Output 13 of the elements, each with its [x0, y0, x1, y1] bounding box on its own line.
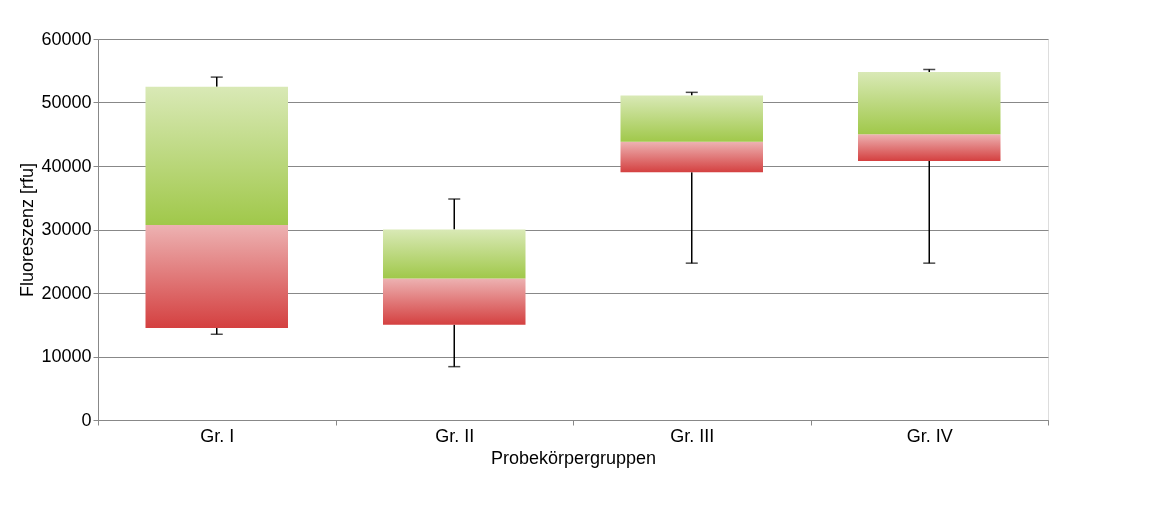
y-tick-label: 0: [81, 409, 92, 430]
x-axis-title: Probekörpergruppen: [490, 447, 657, 468]
y-tick-label: 60000: [41, 28, 92, 49]
x-tick-label: Gr. II: [435, 425, 475, 446]
y-tick-label: 10000: [41, 346, 92, 366]
x-tick-label: Gr. IV: [906, 425, 953, 446]
y-tick-label: 20000: [41, 282, 92, 303]
y-tick-label: 50000: [41, 92, 92, 112]
y-axis-title: Fluoreszenz [rfu]: [17, 162, 38, 298]
y-tick-label: 30000: [41, 219, 92, 239]
x-tick-label: Gr. I: [200, 425, 235, 446]
x-tick-label: Gr. III: [670, 425, 715, 446]
y-tick-label: 40000: [41, 155, 92, 176]
